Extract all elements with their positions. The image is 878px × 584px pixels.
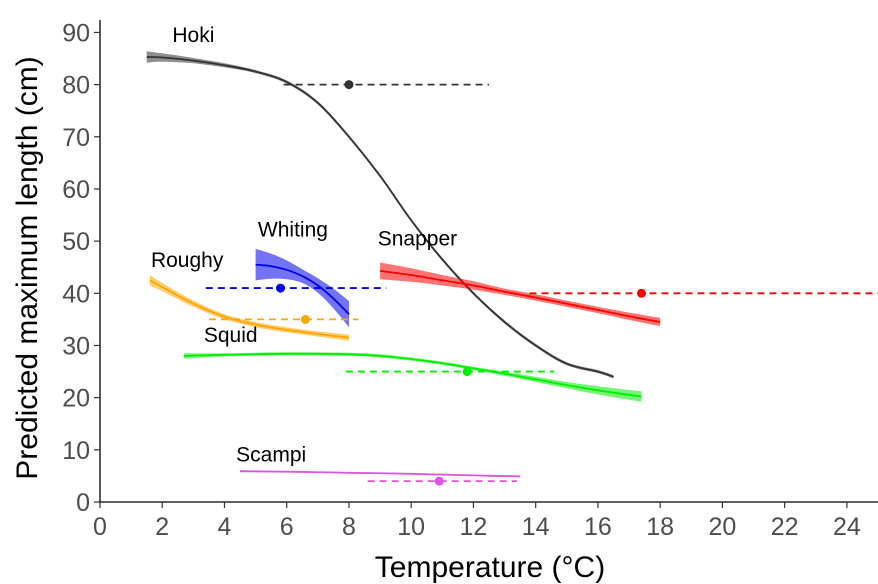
x-tick-label: 20 bbox=[708, 513, 736, 541]
series-roughy bbox=[149, 275, 359, 341]
x-tick-label: 10 bbox=[397, 513, 425, 541]
x-tick-label: 16 bbox=[584, 513, 612, 541]
series-hoki bbox=[146, 51, 614, 379]
y-tick-label: 20 bbox=[62, 385, 90, 413]
ci-band-roughy bbox=[149, 275, 349, 341]
x-axis-title: Temperature (°C) bbox=[375, 551, 605, 584]
x-tick-label: 22 bbox=[771, 513, 799, 541]
y-tick-label: 40 bbox=[62, 280, 90, 308]
y-tick-label: 30 bbox=[62, 332, 90, 360]
label-roughy: Roughy bbox=[151, 249, 224, 272]
label-squid: Squid bbox=[204, 324, 258, 347]
x-tick-label: 8 bbox=[342, 513, 356, 541]
series-line-snapper bbox=[379, 270, 661, 323]
observed-point-roughy bbox=[300, 314, 310, 324]
y-tick-label: 0 bbox=[76, 489, 90, 517]
observed-point-whiting bbox=[275, 283, 285, 293]
x-tick-label: 0 bbox=[93, 513, 107, 541]
y-tick-label: 60 bbox=[62, 176, 90, 204]
series-snapper bbox=[379, 262, 878, 327]
plot-area: Hoki Whiting Snapper Roughy Squid Scampi bbox=[146, 24, 878, 486]
label-scampi: Scampi bbox=[236, 443, 306, 466]
observed-point-scampi bbox=[434, 476, 444, 486]
x-tick-label: 18 bbox=[646, 513, 674, 541]
series-line-scampi bbox=[239, 470, 521, 478]
y-tick-label: 70 bbox=[62, 124, 90, 152]
observed-point-hoki bbox=[344, 80, 354, 90]
y-axis-title: Predicted maximum length (cm) bbox=[11, 56, 44, 479]
x-tick-label: 4 bbox=[218, 513, 232, 541]
observed-point-squid bbox=[462, 367, 472, 377]
series-line-whiting bbox=[255, 263, 350, 315]
y-tick-label: 90 bbox=[62, 19, 90, 47]
y-tick-label: 10 bbox=[62, 437, 90, 465]
label-whiting: Whiting bbox=[258, 218, 328, 241]
series-line-roughy bbox=[149, 279, 350, 339]
x-tick-label: 6 bbox=[280, 513, 294, 541]
x-tick-label: 14 bbox=[522, 513, 550, 541]
y-tick-label: 80 bbox=[62, 72, 90, 100]
label-hoki: Hoki bbox=[172, 24, 214, 47]
series-whiting bbox=[205, 249, 387, 328]
series-scampi bbox=[239, 470, 521, 486]
series-line-hoki bbox=[146, 56, 614, 378]
series-squid bbox=[183, 352, 642, 402]
x-tick-label: 12 bbox=[460, 513, 488, 541]
x-tick-label: 24 bbox=[833, 513, 861, 541]
series-line-squid bbox=[183, 352, 642, 398]
observed-point-snapper bbox=[636, 288, 646, 298]
y-tick-label: 50 bbox=[62, 228, 90, 256]
x-tick-label: 2 bbox=[155, 513, 169, 541]
label-snapper: Snapper bbox=[378, 227, 457, 250]
